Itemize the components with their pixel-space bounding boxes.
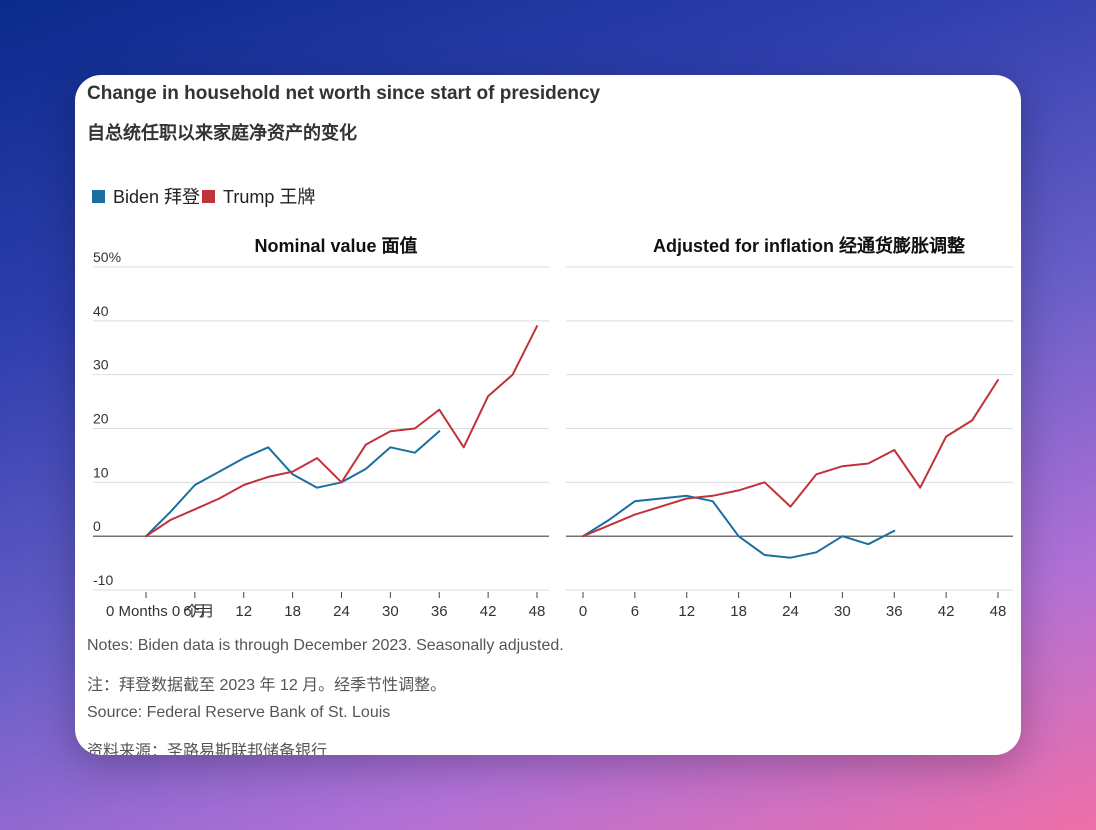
x-tick-label: 12	[678, 603, 695, 620]
series-line-biden	[582, 494, 896, 559]
y-tick-label: 20	[93, 411, 109, 427]
legend: Biden 拜登 Trump 王牌	[92, 183, 317, 209]
note-english: Notes: Biden data is through December 20…	[87, 637, 564, 654]
y-tick-label: 30	[93, 357, 109, 373]
y-tick-label: 0	[93, 518, 101, 534]
series-line-trump	[582, 379, 999, 538]
x-tick-label: 6	[631, 603, 639, 620]
y-tick-label: 10	[93, 464, 109, 480]
y-tick-label: -10	[93, 572, 113, 588]
panel-title: Adjusted for inflation 经通货膨胀调整	[653, 235, 965, 256]
legend-item-biden: Biden 拜登	[92, 183, 200, 209]
x-tick-label: 42	[480, 603, 497, 620]
legend-label-trump: Trump 王牌	[223, 187, 316, 207]
x-tick-label: 24	[782, 603, 799, 620]
legend-swatch-trump	[202, 189, 216, 203]
note-chinese: 注：拜登数据截至 2023 年 12 月。经季节性调整。	[87, 677, 447, 694]
source-chinese: 资料来源：圣路易斯联邦储备银行	[87, 743, 328, 755]
x-tick-label: 42	[938, 603, 955, 620]
chart-panel-1: Nominal value 面值 -10 0 10 20 30 40 50% 0 Months …	[93, 235, 549, 620]
legend-swatch-biden	[92, 189, 105, 203]
x-tick-label: 18	[730, 603, 747, 620]
x-tick-label: 0	[579, 603, 587, 620]
x-tick-label: 18	[284, 603, 301, 620]
x-tick-label: 0 Months 0 个月	[106, 603, 214, 620]
x-tick-label: 6月	[183, 603, 206, 620]
chart-subtitle: 自总统任职以来家庭净资产的变化	[87, 123, 357, 143]
chart-panel-2: Adjusted for inflation 经通货膨胀调整 0 6 12 18 24 30…	[566, 235, 1013, 620]
x-tick-label: 36	[886, 603, 903, 620]
x-tick-label: 36	[431, 603, 448, 620]
x-tick-label: 30	[834, 603, 851, 620]
line-charts: Nominal value 面值 -10 0 10 20 30 40 50% 0 Months …	[93, 235, 1013, 620]
panel-title: Nominal value 面值	[254, 235, 417, 256]
x-tick-label: 48	[990, 603, 1007, 620]
legend-item-trump: Trump 王牌	[202, 183, 315, 209]
y-tick-label: 50%	[93, 249, 121, 265]
x-tick-label: 48	[529, 603, 546, 620]
legend-label-biden: Biden 拜登	[113, 187, 201, 207]
x-tick-label: 12	[235, 603, 252, 620]
y-tick-label: 40	[93, 303, 109, 319]
series-line-biden	[145, 430, 441, 538]
source-english: Source: Federal Reserve Bank of St. Loui…	[87, 704, 391, 721]
series-line-trump	[145, 325, 538, 538]
x-tick-label: 30	[382, 603, 399, 620]
chart-title: Change in household net worth since star…	[87, 83, 601, 104]
x-tick-label: 24	[333, 603, 350, 620]
chart-card: Change in household net worth since star…	[75, 75, 1021, 755]
